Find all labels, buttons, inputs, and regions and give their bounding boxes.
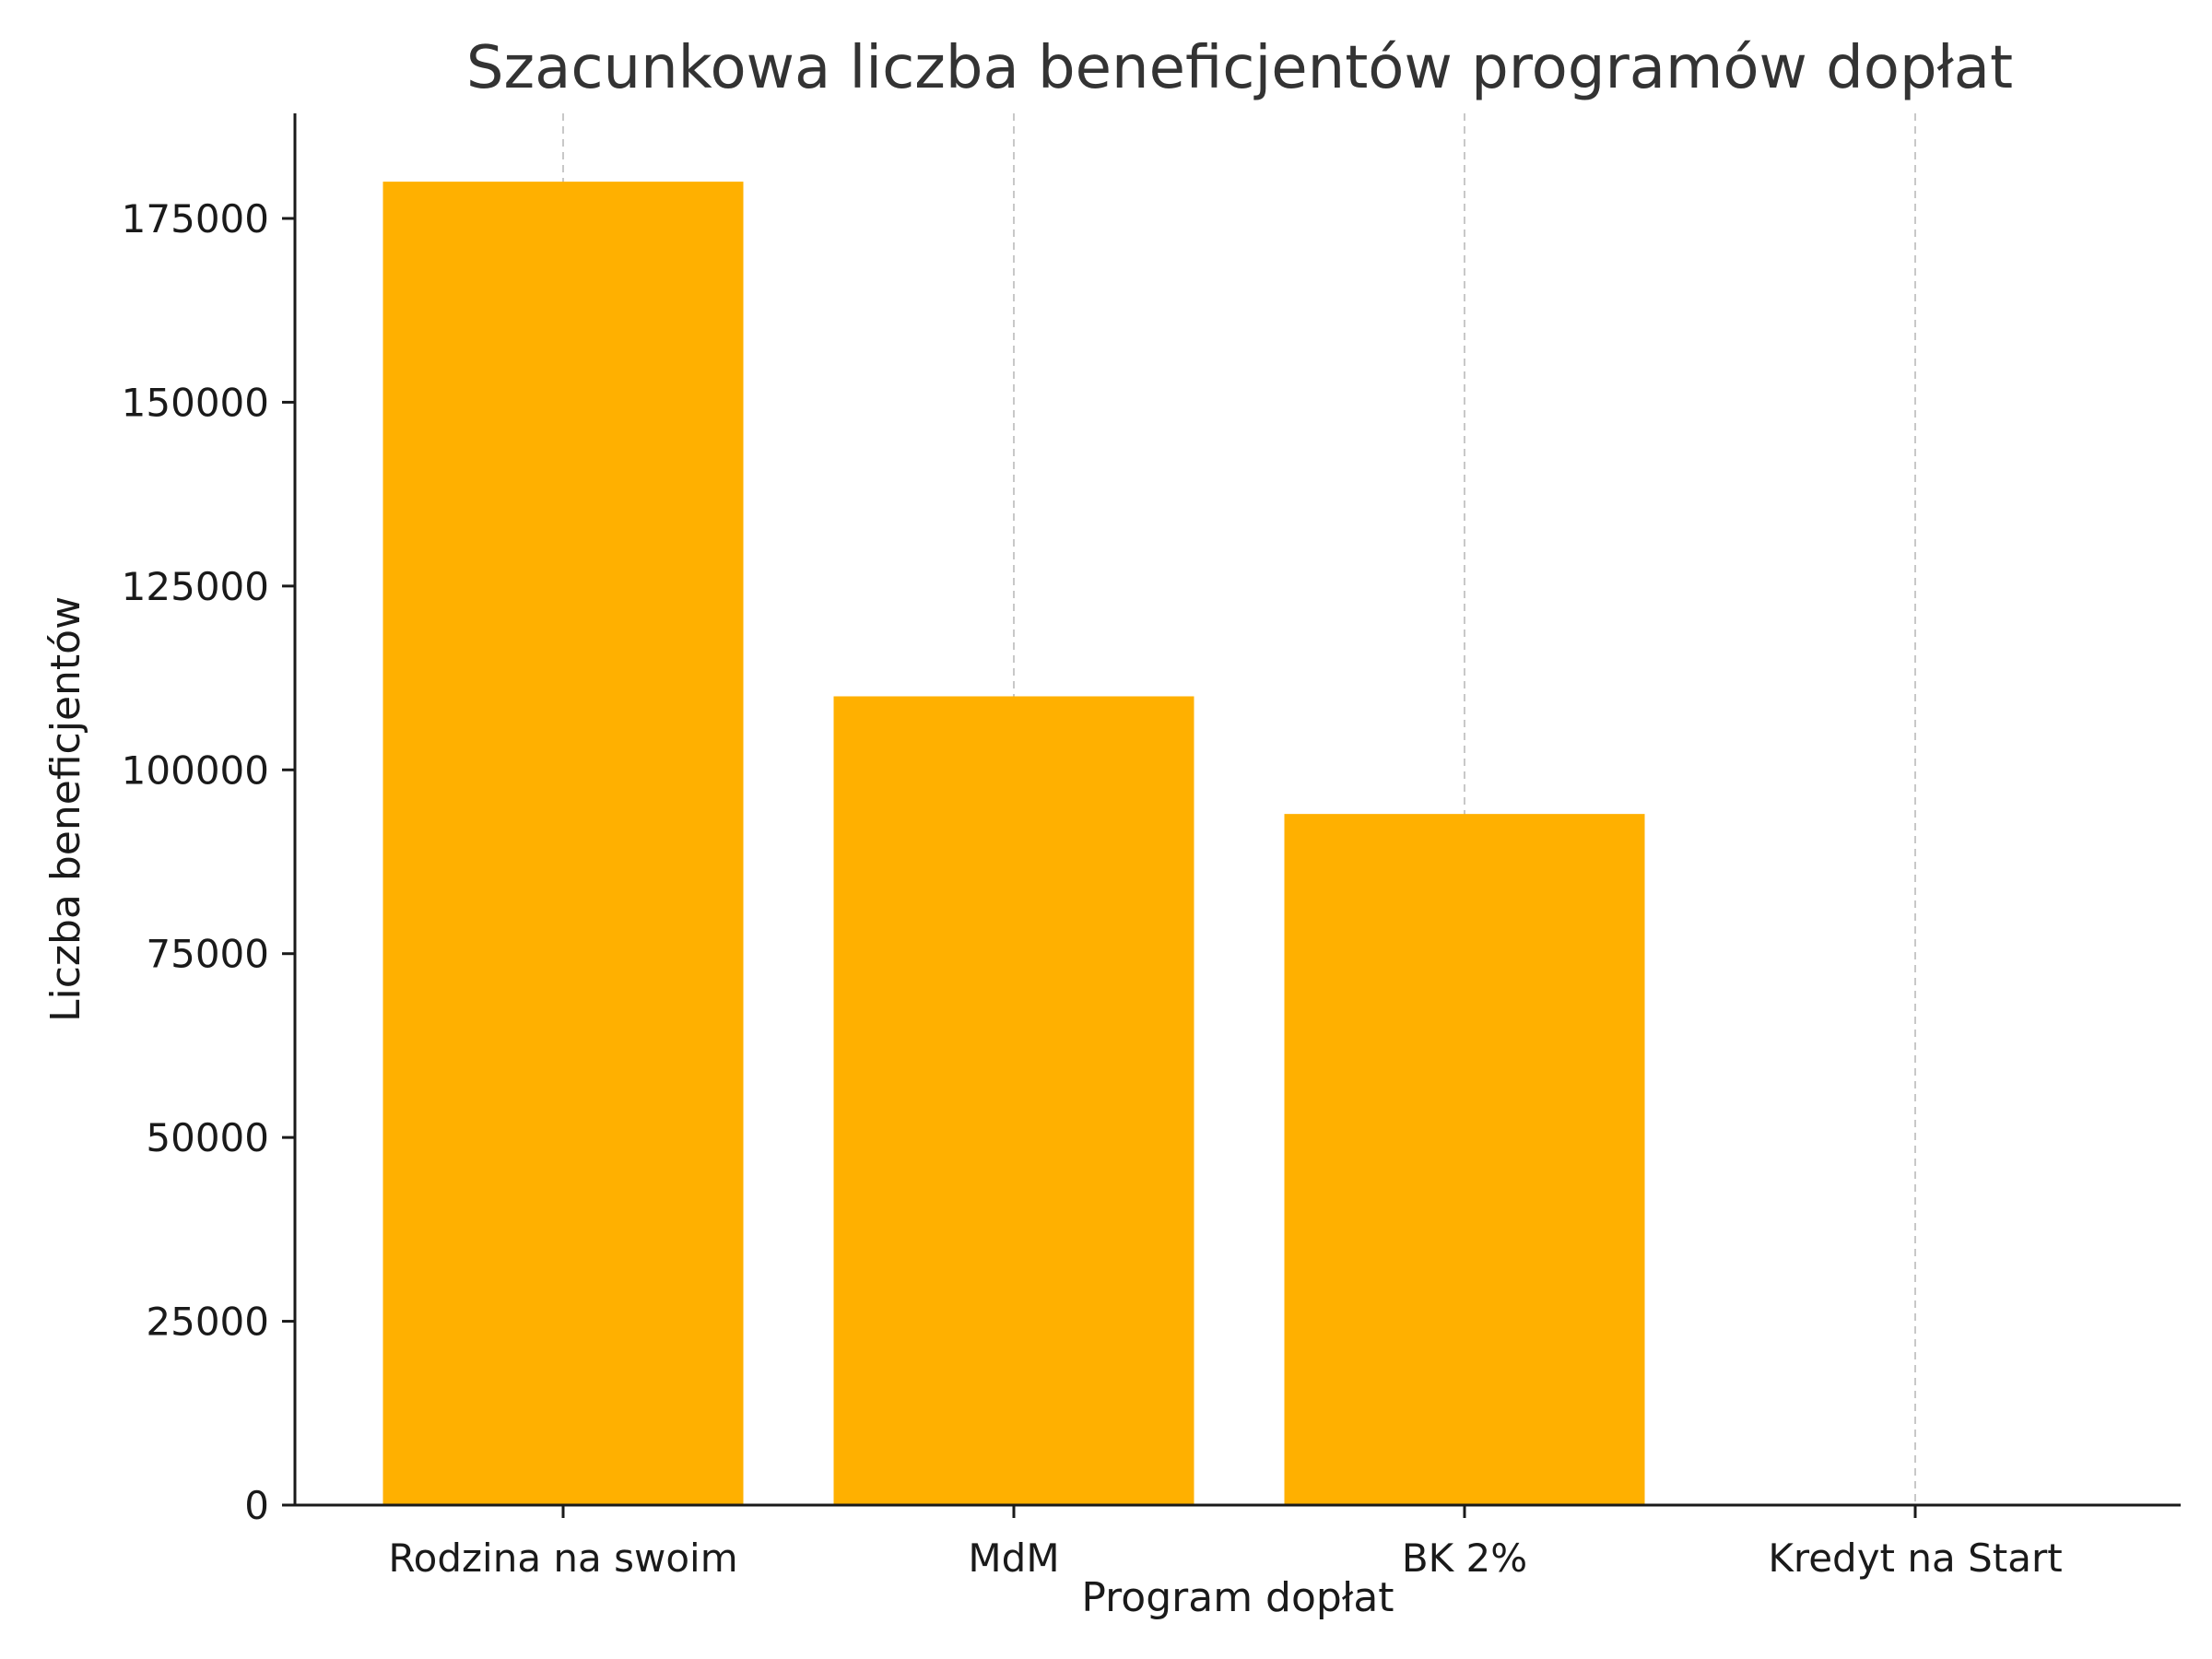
bar-rodzina-na-swoim xyxy=(382,182,744,1506)
x-tick-label: Kredyt na Start xyxy=(1768,1535,2062,1581)
x-ticks: Rodzina na swoim MdM BK 2% Kredyt na Start xyxy=(388,1505,2063,1581)
y-ticks: 0 25000 50000 75000 100000 125000 150000 175000 xyxy=(122,196,295,1528)
x-axis-label: Program dopłat xyxy=(1081,1574,1394,1621)
y-tick-label: 0 xyxy=(244,1483,269,1528)
y-tick-label: 125000 xyxy=(122,564,269,609)
x-tick-label: MdM xyxy=(968,1535,1059,1581)
bars xyxy=(382,182,1645,1506)
x-tick-label: BK 2% xyxy=(1402,1535,1527,1581)
bar-mdm xyxy=(833,696,1194,1505)
axes xyxy=(293,113,2181,1507)
bar-bk-2- xyxy=(1284,814,1645,1505)
y-tick-label: 25000 xyxy=(146,1300,269,1345)
y-tick-label: 50000 xyxy=(146,1115,269,1160)
y-axis-label: Liczba beneficjentów xyxy=(42,596,89,1022)
y-tick-label: 175000 xyxy=(122,196,269,241)
y-tick-label: 150000 xyxy=(122,380,269,425)
y-tick-label: 75000 xyxy=(146,932,269,977)
y-tick-label: 100000 xyxy=(122,747,269,793)
x-gridlines xyxy=(562,113,1916,1505)
chart-title: Szacunkowa liczba beneficjentów programó… xyxy=(466,34,2013,102)
x-tick-label: Rodzina na swoim xyxy=(388,1535,737,1581)
